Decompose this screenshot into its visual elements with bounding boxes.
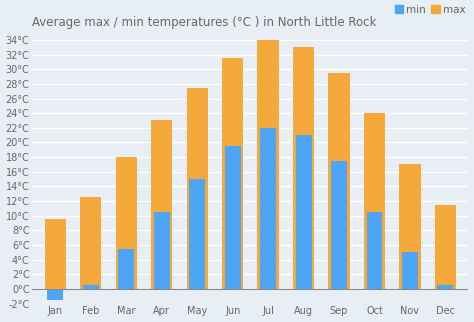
Bar	[257, 40, 279, 289]
Bar	[438, 285, 453, 289]
Bar	[187, 88, 208, 289]
Bar	[260, 128, 276, 289]
Bar	[222, 58, 243, 289]
Bar	[328, 73, 350, 289]
Bar	[399, 165, 420, 289]
Bar	[45, 219, 66, 289]
Bar	[364, 113, 385, 289]
Bar	[47, 289, 64, 300]
Bar	[189, 179, 205, 289]
Bar	[225, 146, 241, 289]
Bar	[80, 197, 101, 289]
Bar	[331, 161, 347, 289]
Bar	[83, 285, 99, 289]
Bar	[154, 212, 170, 289]
Bar	[293, 47, 314, 289]
Legend: min, max: min, max	[393, 3, 467, 17]
Bar	[118, 249, 134, 289]
Text: Average max / min temperatures (°C ) in North Little Rock: Average max / min temperatures (°C ) in …	[32, 16, 377, 29]
Bar	[435, 205, 456, 289]
Bar	[116, 157, 137, 289]
Bar	[402, 252, 418, 289]
Bar	[296, 135, 311, 289]
Bar	[151, 120, 173, 289]
Bar	[366, 212, 383, 289]
